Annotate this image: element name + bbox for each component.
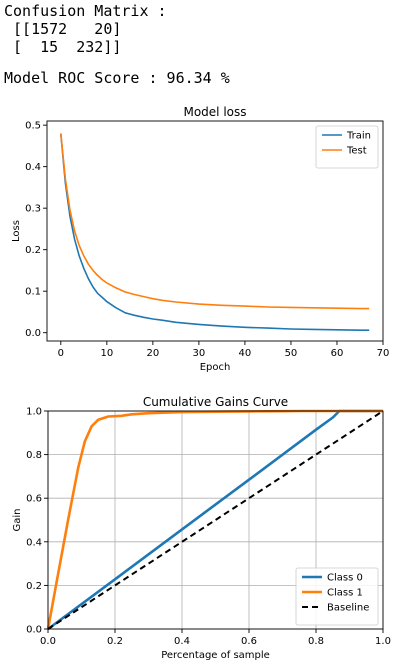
legend-label: Class 0 — [327, 573, 363, 584]
legend-box — [315, 125, 379, 169]
x-tick-label: 1.0 — [375, 636, 391, 647]
legend-box — [295, 567, 379, 626]
x-tick-label: 30 — [193, 348, 206, 359]
confusion-matrix-row-1: [[1572 20] — [4, 20, 122, 38]
confusion-matrix-row-2: [ 15 232]] — [4, 38, 122, 56]
x-tick-label: 50 — [285, 348, 298, 359]
y-tick-label: 0.4 — [25, 162, 41, 173]
x-tick-label: 0.0 — [40, 636, 56, 647]
x-axis-label: Epoch — [200, 362, 231, 373]
chart-title: Cumulative Gains Curve — [143, 395, 288, 409]
y-tick-label: 0.5 — [25, 121, 41, 132]
legend-label: Train — [346, 131, 371, 142]
plot-frame — [46, 120, 384, 342]
x-tick-label: 0.6 — [241, 636, 257, 647]
y-tick-label: 1.0 — [26, 407, 42, 418]
x-tick-label: 70 — [377, 348, 390, 359]
y-axis-label: Gain — [12, 509, 23, 532]
y-tick-label: 0.0 — [25, 328, 41, 339]
y-tick-label: 0.2 — [26, 581, 42, 592]
y-axis-label: Loss — [11, 220, 22, 242]
x-tick-label: 0.2 — [107, 636, 123, 647]
y-tick-label: 0.6 — [26, 494, 42, 505]
x-tick-label: 40 — [239, 348, 252, 359]
chart-0 — [43, 120, 384, 345]
y-tick-label: 0.4 — [26, 537, 42, 548]
series-line-test — [60, 133, 370, 310]
y-tick-label: 0.3 — [25, 204, 41, 215]
x-tick-label: 20 — [146, 348, 159, 359]
legend-label: Class 1 — [327, 588, 363, 599]
x-tick-label: 10 — [100, 348, 113, 359]
legend-label: Baseline — [327, 603, 369, 614]
x-tick-label: 0.4 — [174, 636, 190, 647]
legend-label: Test — [346, 146, 367, 157]
chart-title: Model loss — [183, 105, 246, 119]
plot-frame — [47, 410, 384, 630]
confusion-matrix-header: Confusion Matrix : — [4, 2, 167, 20]
roc-score-line: Model ROC Score : 96.34 % — [4, 69, 230, 87]
x-tick-label: 0.8 — [308, 636, 324, 647]
y-tick-label: 0.2 — [25, 245, 41, 256]
y-tick-label: 0.0 — [26, 625, 42, 636]
x-tick-label: 60 — [331, 348, 344, 359]
x-tick-label: 0 — [58, 348, 64, 359]
chart-1 — [44, 409, 384, 633]
y-tick-label: 0.1 — [25, 287, 41, 298]
series-line-train — [60, 133, 370, 332]
series-line-baseline — [47, 410, 384, 630]
y-tick-label: 0.8 — [26, 450, 42, 461]
x-axis-label: Percentage of sample — [161, 650, 270, 661]
